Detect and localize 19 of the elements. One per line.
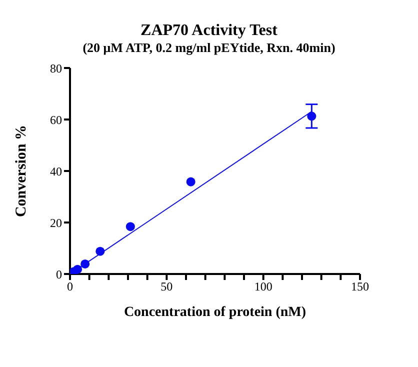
y-tick-label: 60 — [50, 112, 62, 127]
x-tick-label: 100 — [254, 280, 272, 294]
y-tick-label: 40 — [50, 164, 62, 178]
x-tick-label: 150 — [351, 280, 369, 294]
point — [96, 246, 105, 256]
y-tick-label: 0 — [56, 267, 62, 282]
y-axis-title: Conversion % — [13, 124, 30, 218]
y-tick-label: 20 — [50, 216, 62, 230]
x-tick-label: 0 — [67, 280, 73, 294]
point — [126, 222, 135, 232]
chart-title: ZAP70 Activity Test — [140, 22, 278, 40]
chart-subtitle: (20 μM ATP, 0.2 mg/ml pEYtide, Rxn. 40min) — [82, 40, 336, 56]
point — [307, 112, 316, 121]
point — [73, 264, 82, 274]
point — [80, 259, 90, 268]
point — [186, 177, 196, 186]
x-tick-label: 50 — [160, 280, 173, 294]
x-axis-title: Concentration of protein (nM) — [124, 305, 306, 320]
y-tick-label: 80 — [50, 61, 62, 76]
